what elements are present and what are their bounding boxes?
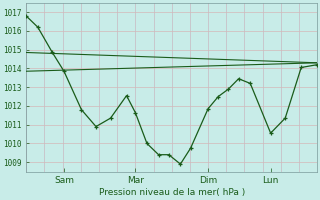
X-axis label: Pression niveau de la mer( hPa ): Pression niveau de la mer( hPa ) xyxy=(99,188,245,197)
